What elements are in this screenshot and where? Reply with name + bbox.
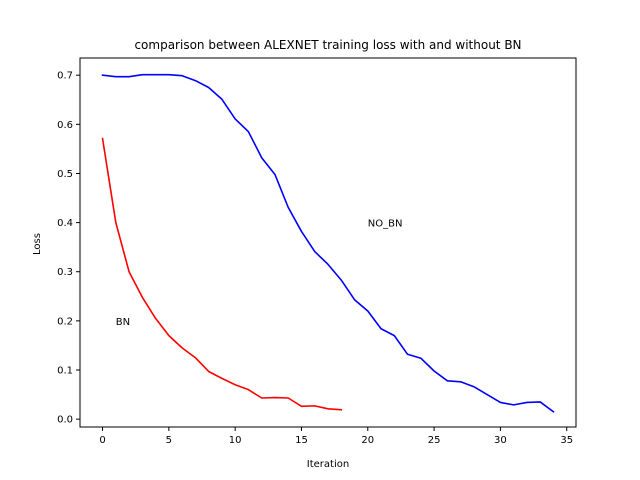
y-tick-label: 0.0: [57, 415, 73, 426]
y-tick-label: 0.5: [57, 169, 73, 180]
x-tick-label: 15: [295, 435, 308, 446]
y-tick-label: 0.2: [57, 316, 73, 327]
x-tick-label: 20: [361, 435, 374, 446]
y-tick-label: 0.1: [57, 366, 73, 377]
annotation-layer: BN NO_BN: [116, 219, 403, 328]
series-line: [101, 73, 555, 413]
x-axis: 0 5 10 15 20 25 30 35: [99, 427, 573, 446]
series-line: [101, 137, 343, 411]
y-tick-label: 0.3: [57, 267, 73, 278]
x-tick-label: 25: [428, 435, 441, 446]
x-tick-label: 0: [99, 435, 105, 446]
y-tick-label: 0.7: [57, 71, 73, 82]
chart-title: comparison between ALEXNET training loss…: [134, 38, 521, 52]
x-axis-label: Iteration: [307, 459, 349, 470]
y-tick-label: 0.6: [57, 120, 73, 131]
plot-area: [79, 57, 577, 428]
x-tick-label: 5: [166, 435, 172, 446]
annotation-label: BN: [116, 317, 130, 328]
x-tick-label: 10: [229, 435, 242, 446]
y-tick-label: 0.4: [57, 218, 73, 229]
series-layer: [101, 73, 555, 413]
y-axis-label: Loss: [32, 233, 43, 255]
annotation-label: NO_BN: [368, 219, 403, 230]
y-axis: 0.0 0.1 0.2 0.3 0.4 0.5 0.6 0.7: [57, 71, 80, 426]
x-tick-label: 35: [560, 435, 573, 446]
x-tick-label: 30: [494, 435, 507, 446]
